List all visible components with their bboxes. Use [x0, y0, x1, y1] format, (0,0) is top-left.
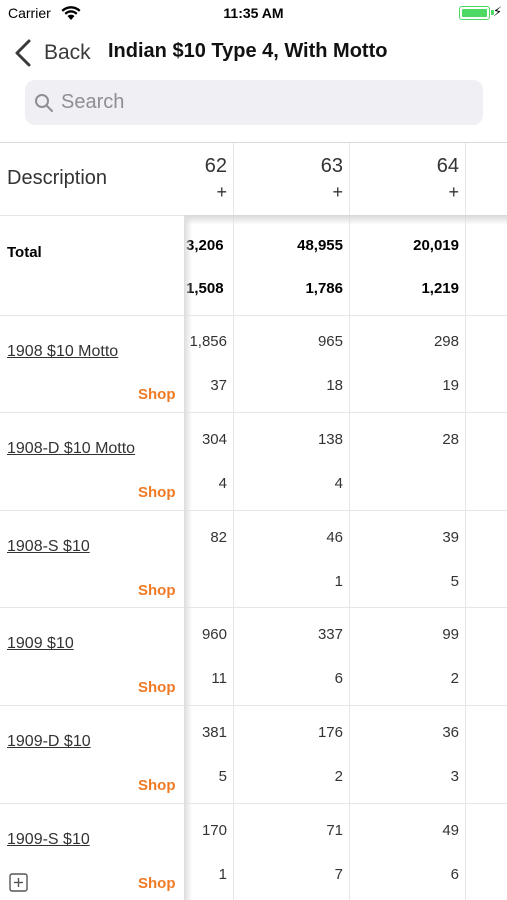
table-cell: 304	[201, 431, 227, 448]
row-divider	[0, 607, 507, 608]
table-cell: 138	[317, 431, 343, 448]
table-cell: 176	[317, 724, 343, 741]
wifi-icon	[61, 6, 81, 20]
table-cell: 3	[450, 768, 459, 785]
table-cell: 6	[450, 866, 459, 883]
table-cell: 11	[211, 670, 227, 687]
status-time: 11:35 AM	[223, 5, 284, 21]
column-header-62: 62 +	[117, 155, 233, 203]
battery-icon	[459, 6, 494, 20]
table-cell: 381	[201, 724, 227, 741]
shop-link[interactable]: Shop	[138, 582, 176, 599]
shop-link[interactable]: Shop	[138, 386, 176, 403]
total-bottom-62: 1,508	[186, 280, 224, 297]
table-cell: 1	[334, 573, 343, 590]
column-divider	[465, 143, 466, 900]
shop-link[interactable]: Shop	[138, 777, 176, 794]
coin-link-1908-motto[interactable]: 1908 $10 Motto	[7, 343, 119, 360]
total-bottom-63: 1,786	[305, 280, 343, 297]
column-divider	[233, 143, 234, 900]
table-cell: 965	[317, 333, 343, 350]
column-label: 63	[320, 155, 343, 177]
chevron-left-icon	[15, 39, 31, 67]
back-label: Back	[44, 41, 91, 64]
total-bottom-64: 1,219	[421, 280, 459, 297]
total-top-63: 48,955	[297, 237, 343, 254]
add-column-button[interactable]: +	[332, 182, 343, 202]
coin-table[interactable]: Description 62 + 63 + 64 + Total 3,206 4…	[0, 142, 507, 900]
table-cell: 39	[442, 529, 459, 546]
add-column-button[interactable]: +	[448, 182, 459, 202]
row-divider	[0, 412, 507, 413]
shop-link[interactable]: Shop	[138, 484, 176, 501]
table-cell: 71	[326, 822, 343, 839]
row-divider	[0, 803, 507, 804]
total-top-64: 20,019	[413, 237, 459, 254]
table-cell: 6	[334, 670, 343, 687]
description-header: Description	[7, 167, 108, 189]
column-header-64: 64 +	[349, 155, 465, 203]
table-cell: 170	[201, 822, 227, 839]
shop-link[interactable]: Shop	[138, 679, 176, 696]
table-cell: 37	[210, 377, 227, 394]
shop-link[interactable]: Shop	[138, 875, 176, 892]
frozen-column-shadow	[184, 215, 192, 900]
table-cell: 5	[218, 768, 227, 785]
table-cell: 82	[210, 529, 227, 546]
charging-bolt-icon: ⚡	[493, 4, 503, 19]
back-button[interactable]: Back	[12, 36, 91, 70]
coin-link-1908-d-motto[interactable]: 1908-D $10 Motto	[7, 440, 136, 457]
table-cell: 298	[433, 333, 459, 350]
table-cell: 5	[450, 573, 459, 590]
table-cell: 7	[334, 866, 343, 883]
table-cell: 46	[326, 529, 343, 546]
table-cell: 4	[334, 475, 343, 492]
column-label: 64	[436, 155, 459, 177]
table-cell: 99	[442, 626, 459, 643]
row-divider	[0, 705, 507, 706]
column-label: 62	[204, 155, 227, 177]
search-bar[interactable]	[25, 80, 483, 125]
table-cell: 28	[442, 431, 459, 448]
row-divider	[0, 510, 507, 511]
table-cell: 1,856	[189, 333, 227, 350]
table-cell: 2	[450, 670, 459, 687]
table-cell: 36	[442, 724, 459, 741]
table-cell: 4	[218, 475, 227, 492]
expand-plus-box-icon[interactable]	[9, 873, 28, 892]
table-cell: 49	[442, 822, 459, 839]
table-cell: 1	[218, 866, 227, 883]
coin-link-1909-s[interactable]: 1909-S $10	[7, 831, 90, 848]
page-title: Indian $10 Type 4, With Motto	[108, 40, 388, 62]
coin-link-1909[interactable]: 1909 $10	[7, 635, 74, 652]
header-shadow	[186, 215, 507, 225]
column-header-63: 63 +	[233, 155, 349, 203]
add-column-button[interactable]: +	[216, 182, 227, 202]
column-divider	[349, 143, 350, 900]
total-label: Total	[7, 244, 42, 261]
total-top-62: 3,206	[186, 237, 224, 254]
search-input[interactable]	[61, 91, 461, 114]
row-divider	[0, 315, 507, 316]
table-cell: 2	[334, 768, 343, 785]
search-icon	[35, 93, 53, 112]
table-cell: 960	[201, 626, 227, 643]
coin-link-1909-d[interactable]: 1909-D $10	[7, 733, 91, 750]
table-cell: 19	[442, 377, 459, 394]
coin-link-1908-s[interactable]: 1908-S $10	[7, 538, 90, 555]
status-bar: Carrier 11:35 AM ⚡	[0, 0, 507, 28]
carrier-label: Carrier	[8, 5, 51, 21]
table-cell: 18	[326, 377, 343, 394]
table-cell: 337	[317, 626, 343, 643]
